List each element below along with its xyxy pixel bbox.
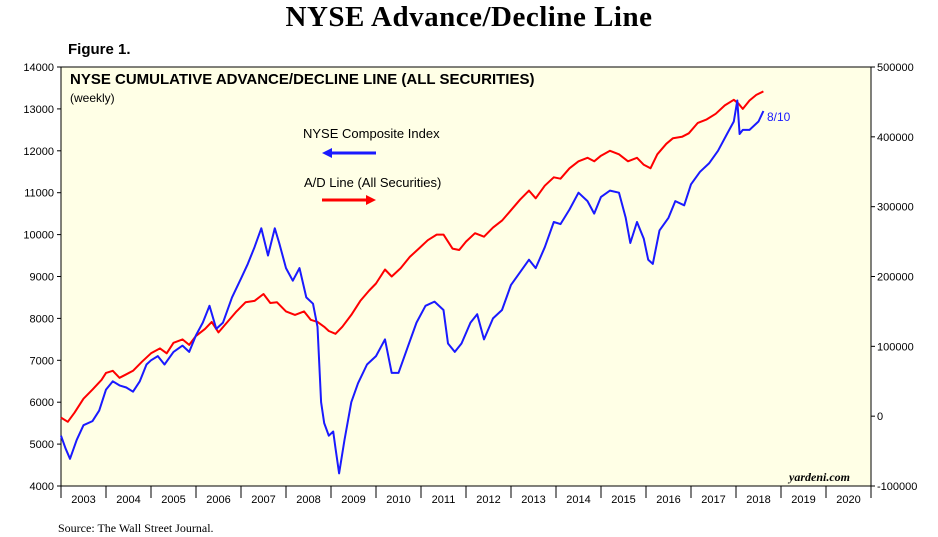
x-tick-label: 2016 xyxy=(656,494,680,506)
right-tick-label: 500000 xyxy=(877,62,914,74)
right-tick-label: 400000 xyxy=(877,132,914,144)
x-tick-label: 2004 xyxy=(116,494,140,506)
x-tick-label: 2006 xyxy=(206,494,230,506)
x-axis: 2003 2004 2005 2006 2007 2008 2009 2010 2011 2012… xyxy=(60,486,872,506)
legend-label-ad-line: A/D Line (All Securities) xyxy=(304,175,441,190)
x-tick-label: 2015 xyxy=(611,494,635,506)
x-tick-label: 2014 xyxy=(566,494,590,506)
left-tick-label: 13000 xyxy=(23,104,54,116)
page-title: NYSE Advance/Decline Line xyxy=(285,1,653,33)
x-tick-label: 2011 xyxy=(432,494,456,506)
x-tick-label: 2018 xyxy=(746,494,770,506)
right-tick-label: 100000 xyxy=(877,341,914,353)
left-tick-label: 6000 xyxy=(30,397,54,409)
legend-arrow-ad-line xyxy=(322,195,376,205)
x-tick-label: 2020 xyxy=(836,494,860,506)
x-tick-label: 2019 xyxy=(791,494,815,506)
series-line-ad-line xyxy=(60,90,764,423)
x-tick-label: 2010 xyxy=(386,494,410,506)
right-tick-label: 300000 xyxy=(877,202,914,214)
left-tick-label: 4000 xyxy=(30,481,54,493)
x-tick-label: 2013 xyxy=(521,494,545,506)
left-tick-label: 5000 xyxy=(30,439,54,451)
x-tick-label: 2007 xyxy=(251,494,275,506)
x-tick-label: 2005 xyxy=(161,494,185,506)
left-tick-label: 8000 xyxy=(30,313,54,325)
x-tick-label: 2017 xyxy=(701,494,725,506)
right-tick-label: 200000 xyxy=(877,272,914,284)
chart-title: NYSE CUMULATIVE ADVANCE/DECLINE LINE (AL… xyxy=(70,71,534,88)
chart-subtitle: (weekly) xyxy=(70,91,115,105)
right-axis: -100000 0 100000 200000 300000 400000 500000 xyxy=(871,62,917,493)
right-tick-label: -100000 xyxy=(877,481,917,493)
left-tick-label: 10000 xyxy=(23,230,54,242)
left-tick-label: 7000 xyxy=(30,355,54,367)
plot-area xyxy=(60,66,872,487)
legend-arrow-composite xyxy=(322,148,376,158)
source-note: Source: The Wall Street Journal. xyxy=(58,521,214,535)
left-axis: 4000 5000 6000 7000 8000 9000 10000 11000 12000 1… xyxy=(23,62,61,493)
left-tick-label: 9000 xyxy=(30,272,54,284)
x-tick-label: 2012 xyxy=(476,494,500,506)
figure-label: Figure 1. xyxy=(68,41,131,58)
brand-label: yardeni.com xyxy=(787,470,850,484)
left-tick-label: 12000 xyxy=(23,146,54,158)
left-tick-label: 14000 xyxy=(23,62,54,74)
left-tick-label: 11000 xyxy=(24,188,54,200)
x-tick-label: 2009 xyxy=(341,494,365,506)
series-line-composite xyxy=(60,99,765,475)
x-tick-label: 2003 xyxy=(71,494,95,506)
x-tick-label: 2008 xyxy=(296,494,320,506)
legend-label-composite: NYSE Composite Index xyxy=(303,126,440,141)
latest-date-label: 8/10 xyxy=(767,110,791,124)
right-tick-label: 0 xyxy=(877,411,883,423)
